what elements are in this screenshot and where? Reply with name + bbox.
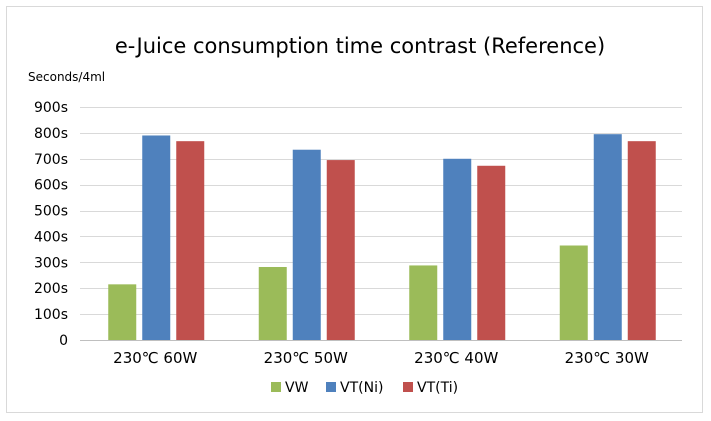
bar-vt-ni-1 <box>142 135 171 340</box>
x-category-label: 230℃ 60W <box>113 349 197 367</box>
gridlines <box>80 107 682 341</box>
x-axis-categories: 230℃ 60W 230℃ 50W 230℃ 40W 230℃ 30W <box>113 349 649 367</box>
bar-vt-ti-4 <box>627 141 656 340</box>
legend-swatch-1 <box>271 382 281 392</box>
y-axis-unit-label: Seconds/4ml <box>28 70 105 84</box>
y-tick-label: 200s <box>34 281 68 297</box>
bar-vt-ni-4 <box>593 134 622 340</box>
bar-vt-ti-3 <box>477 165 506 340</box>
y-tick-label: 700s <box>34 152 68 168</box>
legend: VW VT(Ni) VT(Ti) <box>271 380 458 396</box>
y-axis-ticks: 0 100s 200s 300s 400s 500s 600s 700s 800s 900s <box>34 100 68 349</box>
x-category-label: 230℃ 30W <box>565 349 649 367</box>
y-tick-label: 400s <box>34 229 68 245</box>
bar-vt-ni-3 <box>443 158 472 340</box>
x-category-label: 230℃ 50W <box>264 349 348 367</box>
bar-vt-ti-1 <box>176 141 205 340</box>
x-category-label: 230℃ 40W <box>414 349 498 367</box>
legend-label: VT(Ni) <box>340 380 383 396</box>
y-tick-label: 900s <box>34 100 68 116</box>
y-tick-label: 500s <box>34 204 68 220</box>
y-tick-label: 800s <box>34 126 68 142</box>
bar-vt-ti-2 <box>326 160 355 340</box>
legend-swatch-2 <box>326 382 336 392</box>
bar-vw-2 <box>258 266 287 340</box>
legend-swatch-3 <box>403 382 413 392</box>
chart-title: e-Juice consumption time contrast (Refer… <box>115 34 605 58</box>
y-tick-label: 600s <box>34 178 68 194</box>
y-tick-label: 300s <box>34 255 68 271</box>
y-tick-label: 100s <box>34 307 68 323</box>
y-tick-label: 0 <box>59 333 68 349</box>
bars <box>108 134 656 340</box>
bar-vw-4 <box>559 245 588 340</box>
legend-label: VW <box>285 380 309 396</box>
bar-vw-1 <box>108 284 137 340</box>
bar-vt-ni-2 <box>292 149 321 340</box>
bar-vw-3 <box>409 265 438 340</box>
legend-label: VT(Ti) <box>417 380 458 396</box>
